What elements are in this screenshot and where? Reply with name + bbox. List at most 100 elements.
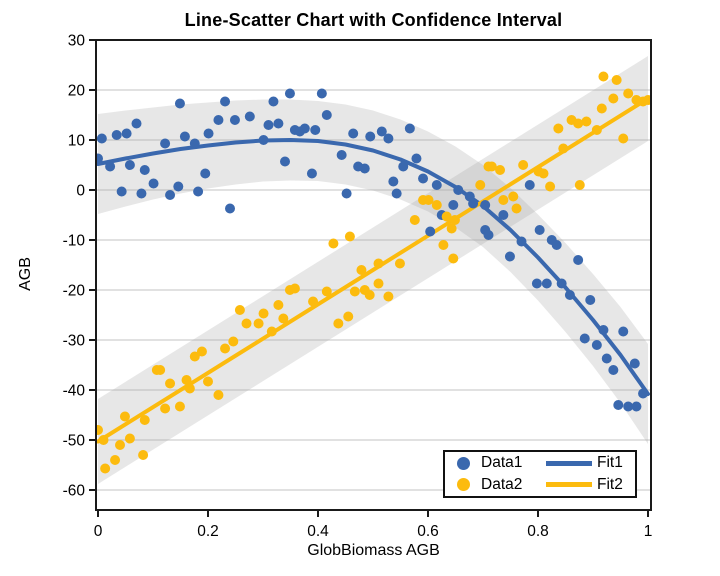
data-point: [638, 388, 649, 399]
x-tick-label: 0.4: [307, 523, 329, 540]
data-point: [328, 238, 339, 249]
data-point: [608, 365, 619, 375]
legend-label-fit1: Fit1: [597, 454, 623, 472]
y-tick-label: 20: [68, 83, 86, 100]
data-point: [518, 160, 529, 170]
data-point: [480, 200, 491, 210]
data-point: [220, 96, 231, 107]
data-point: [308, 296, 319, 307]
data-point: [611, 75, 622, 85]
data-point: [391, 188, 402, 199]
data-point: [119, 411, 130, 422]
y-tick-label: -40: [63, 383, 86, 400]
data-point: [253, 318, 264, 329]
data-point: [629, 358, 640, 369]
data-point: [483, 230, 494, 240]
data-point: [608, 93, 619, 104]
data-point: [598, 325, 609, 335]
data-point: [100, 463, 111, 474]
legend-label-fit2: Fit2: [597, 476, 623, 494]
data-point: [165, 378, 176, 389]
data-point: [446, 223, 457, 234]
data-point: [448, 200, 459, 210]
data-point: [383, 291, 394, 302]
data-point: [613, 400, 624, 410]
data-point: [138, 450, 149, 460]
data-point: [160, 403, 171, 414]
data-point: [411, 153, 422, 164]
chart-title: Line-Scatter Chart with Confidence Inter…: [184, 10, 563, 30]
data-point: [359, 163, 370, 174]
data-point: [356, 265, 367, 275]
data-point: [121, 128, 132, 139]
x-tick-label: 0.8: [527, 523, 549, 540]
data-point: [495, 165, 506, 175]
data-point: [273, 118, 284, 129]
data-point: [165, 190, 176, 200]
data-point: [558, 143, 569, 154]
data-point: [179, 131, 190, 142]
data-point: [96, 133, 107, 144]
data-point: [573, 255, 584, 265]
data-point: [348, 128, 359, 139]
y-tick-label: -50: [63, 433, 86, 450]
data-point: [278, 313, 289, 324]
data-point: [418, 173, 429, 184]
data-point: [364, 290, 375, 300]
data-point: [373, 278, 384, 289]
scatter-data1: [96, 88, 649, 412]
data-point: [388, 176, 399, 187]
legend-marker-wrap: [541, 482, 597, 488]
data-point: [404, 123, 415, 134]
data-point: [398, 161, 409, 172]
data-point: [174, 98, 185, 109]
data-point: [504, 251, 515, 262]
x-tick-label: 0.6: [417, 523, 439, 540]
data-point: [136, 188, 147, 199]
data-point: [545, 181, 556, 192]
plot-area: [96, 40, 651, 491]
data-point: [541, 278, 552, 289]
data-point: [306, 168, 317, 179]
data-point: [241, 318, 252, 329]
data-point: [468, 198, 479, 209]
data-point: [564, 290, 575, 300]
data-point: [394, 258, 405, 269]
data-point: [573, 118, 584, 129]
legend-marker-wrap: [445, 478, 481, 492]
y-axis-title: AGB: [17, 257, 34, 291]
legend-label-data2: Data2: [481, 476, 523, 494]
data-point: [631, 401, 642, 412]
legend-marker-wrap: [445, 456, 481, 470]
data-point: [124, 433, 135, 444]
data-point: [196, 346, 207, 357]
data-point: [321, 286, 332, 297]
data-point: [591, 125, 602, 135]
data-point: [310, 125, 321, 135]
data-point: [538, 168, 549, 179]
data-point: [556, 278, 567, 289]
data-point: [344, 231, 355, 242]
data-point: [475, 180, 486, 190]
y-tick-label: -20: [63, 283, 86, 300]
legend-row-2: Data2 Fit2: [445, 474, 635, 495]
y-tick-label: 30: [68, 33, 86, 50]
data-point: [213, 390, 224, 400]
data-point: [111, 130, 122, 140]
data-point: [585, 295, 596, 305]
data-point: [98, 435, 109, 445]
data-point: [551, 240, 562, 250]
scatter-data2: [96, 71, 651, 474]
data-point: [524, 180, 535, 190]
data-point: [139, 165, 150, 175]
data-point: [618, 133, 629, 144]
data-point: [516, 236, 527, 247]
data-point: [321, 110, 332, 120]
data-point: [453, 185, 464, 195]
data-point: [498, 195, 509, 205]
axes-box: [95, 39, 652, 511]
data-point: [193, 186, 204, 197]
data-point: [596, 103, 607, 114]
data-point: [266, 326, 277, 337]
